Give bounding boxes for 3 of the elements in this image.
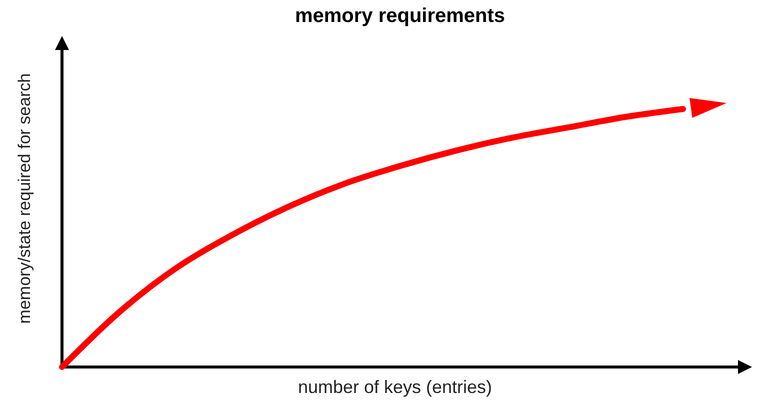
x-axis-title: number of keys (entries) <box>298 377 492 397</box>
y-axis-title: memory/state required for search <box>15 73 34 324</box>
chart-title: memory requirements <box>294 5 506 27</box>
